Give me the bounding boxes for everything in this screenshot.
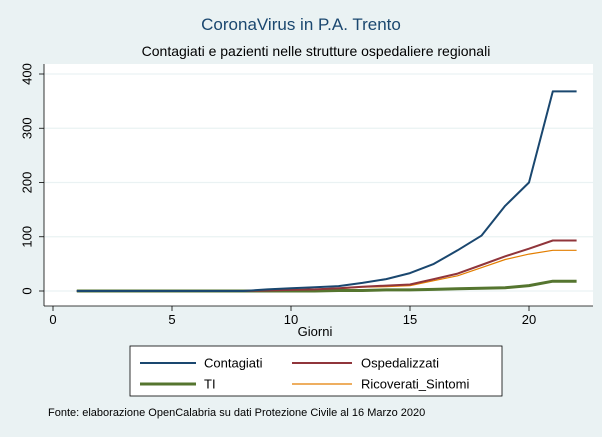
legend-label-ti: TI <box>204 377 216 392</box>
legend-box <box>129 345 503 397</box>
chart-subtitle: Contagiati e pazienti nelle strutture os… <box>142 43 491 59</box>
y-tick-label: 0 <box>19 287 34 294</box>
x-tick-label: 5 <box>168 312 175 327</box>
series-lines <box>76 90 577 293</box>
y-tick-label: 200 <box>19 172 34 194</box>
legend-label-ospedalizzati: Ospedalizzati <box>361 356 439 371</box>
plot-area <box>44 64 593 306</box>
legend: Contagiati Ospedalizzati TI Ricoverati_Sint… <box>140 356 469 392</box>
chart-title: CoronaVirus in P.A. Trento <box>201 15 401 34</box>
grid-lines <box>44 73 593 292</box>
y-axis: 0 100 200 300 400 <box>19 63 45 306</box>
x-tick-label: 0 <box>49 312 56 327</box>
x-tick-label: 10 <box>284 312 298 327</box>
legend-label-ricoverati-sintomi: Ricoverati_Sintomi <box>361 377 469 392</box>
y-tick-label: 400 <box>19 63 34 85</box>
y-tick-label: 300 <box>19 117 34 139</box>
series-line-contagiati <box>76 90 577 292</box>
x-tick-label: 15 <box>403 312 417 327</box>
source-note: Fonte: elaborazione OpenCalabria su dati… <box>48 407 425 419</box>
x-axis-label: Giorni <box>298 324 333 339</box>
x-axis: 0 5 10 15 20 <box>44 305 593 327</box>
y-tick-label: 100 <box>19 226 34 248</box>
x-tick-label: 20 <box>522 312 536 327</box>
legend-label-contagiati: Contagiati <box>204 356 263 371</box>
